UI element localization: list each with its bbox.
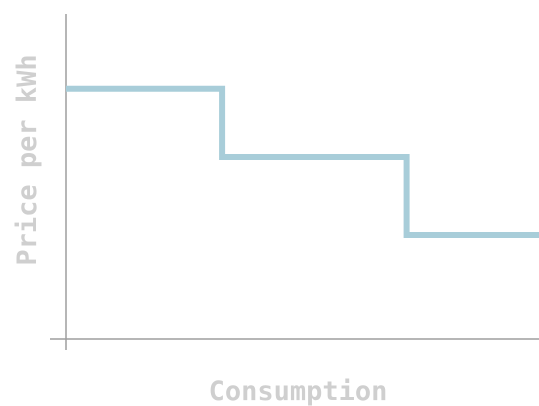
y-axis-title: Price per kWh bbox=[12, 54, 43, 265]
series-0-step-line bbox=[66, 85, 539, 238]
series-layer bbox=[66, 85, 539, 238]
x-axis-title: Consumption bbox=[209, 376, 388, 406]
